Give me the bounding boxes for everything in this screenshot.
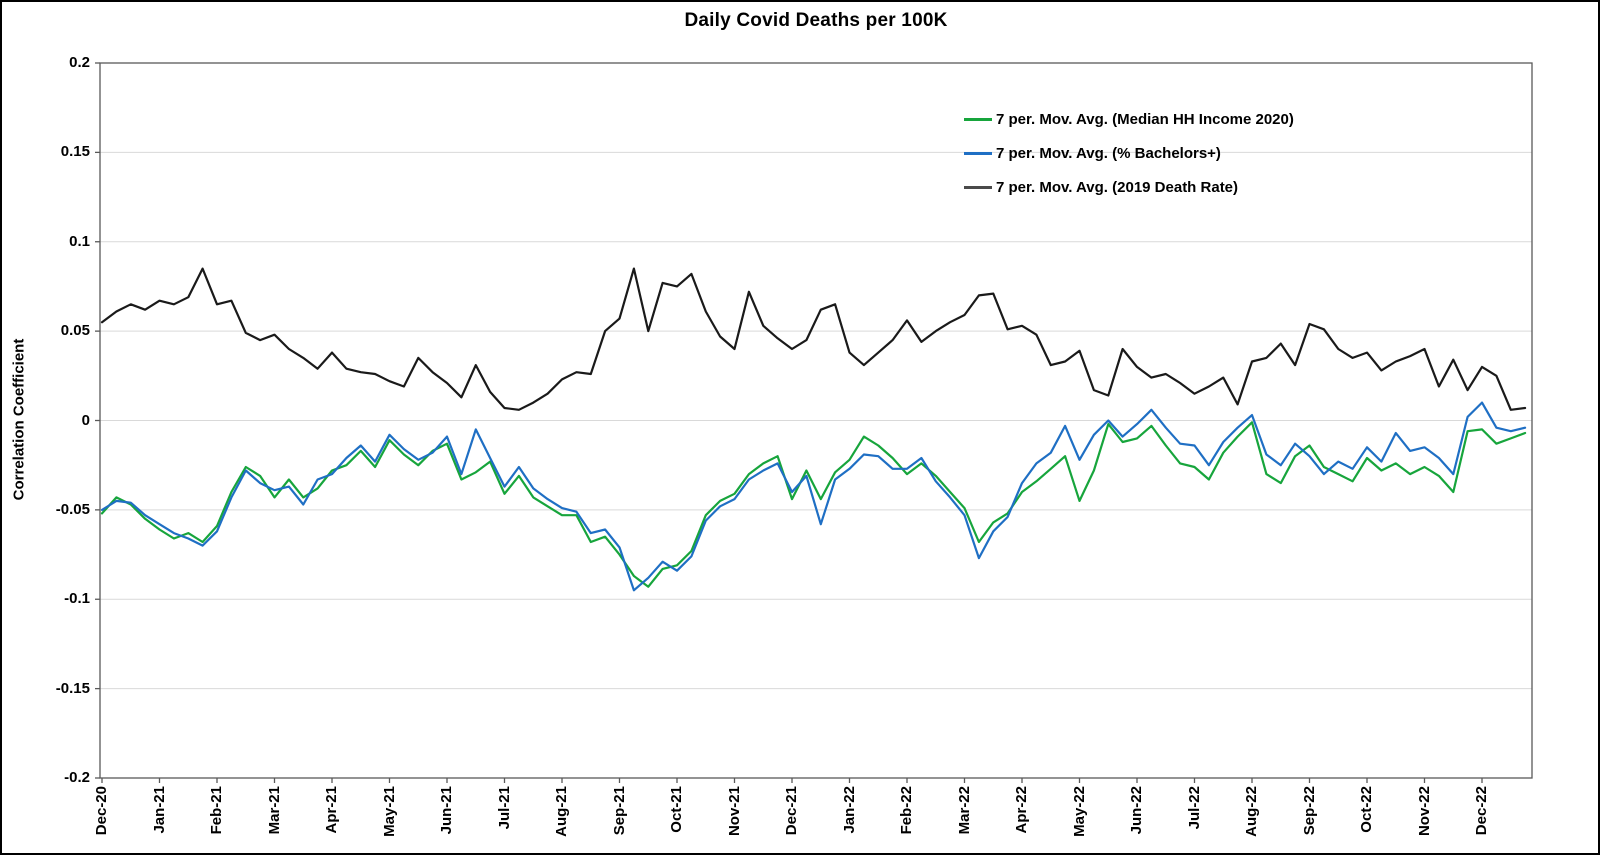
y-tick-label: 0.2: [69, 54, 90, 71]
y-tick-label: 0.05: [60, 322, 90, 340]
legend-swatch-icon: [964, 151, 992, 155]
x-tick-label: Oct-21: [668, 786, 685, 833]
x-tick-label: Nov-22: [1415, 786, 1433, 837]
y-tick-label: 0.1: [69, 232, 90, 250]
x-tick-label: Feb-22: [898, 786, 915, 835]
legend-item: 7 per. Mov. Avg. (% Bachelors+): [964, 136, 1294, 170]
x-tick-label: Jul-21: [495, 786, 513, 830]
x-tick-label: Mar-21: [265, 786, 283, 835]
x-tick-label: Aug-21: [553, 786, 570, 837]
x-tick-label: Jan-21: [150, 786, 168, 834]
x-tick-label: Feb-21: [208, 786, 225, 835]
x-tick-label: Jun-21: [438, 786, 455, 835]
x-tick-label: Dec-22: [1473, 786, 1490, 836]
y-tick-label: -0.05: [55, 500, 90, 518]
x-tick-label: Dec-20: [93, 786, 110, 836]
legend-item: 7 per. Mov. Avg. (2019 Death Rate): [964, 170, 1294, 204]
y-tick-label: -0.2: [64, 769, 90, 786]
legend-swatch-icon: [964, 117, 992, 121]
chart-title: Daily Covid Deaths per 100K: [684, 10, 948, 31]
x-tick-label: Mar-22: [955, 786, 973, 835]
x-tick-label: Aug-22: [1243, 786, 1260, 837]
x-tick-label: May-22: [1070, 786, 1088, 837]
legend-item: 7 per. Mov. Avg. (Median HH Income 2020): [964, 102, 1294, 136]
y-tick-label: -0.15: [55, 679, 90, 697]
x-tick-label: Jul-22: [1185, 786, 1203, 830]
series-line-0: [100, 421, 1527, 588]
y-tick-label: 0.15: [60, 143, 90, 161]
x-tick-label: Dec-21: [783, 786, 800, 836]
legend-swatch-icon: [964, 185, 992, 189]
legend-item-label: 7 per. Mov. Avg. (Median HH Income 2020): [996, 110, 1294, 128]
x-tick-label: Nov-21: [725, 786, 743, 837]
legend-item-label: 7 per. Mov. Avg. (% Bachelors+): [996, 144, 1221, 162]
x-tick-label: Jan-22: [840, 786, 858, 834]
y-tick-label: -0.1: [64, 590, 90, 608]
x-tick-label: Oct-22: [1358, 786, 1375, 833]
legend-item-label: 7 per. Mov. Avg. (2019 Death Rate): [996, 178, 1239, 196]
x-tick-label: Apr-22: [1013, 786, 1030, 834]
x-tick-label: May-21: [380, 786, 398, 837]
x-tick-label: Apr-21: [323, 786, 340, 834]
x-tick-label: Sep-22: [1300, 786, 1318, 836]
x-tick-label: Sep-21: [610, 786, 628, 836]
x-tick-label: Jun-22: [1128, 786, 1145, 835]
y-tick-label: 0: [81, 411, 90, 429]
series-line-1: [100, 401, 1527, 592]
series-line-2: [100, 267, 1527, 411]
chart-legend: 7 per. Mov. Avg. (Median HH Income 2020)…: [964, 102, 1294, 204]
